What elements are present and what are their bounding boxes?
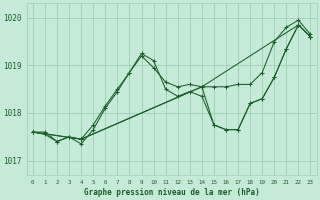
X-axis label: Graphe pression niveau de la mer (hPa): Graphe pression niveau de la mer (hPa) (84, 188, 260, 197)
